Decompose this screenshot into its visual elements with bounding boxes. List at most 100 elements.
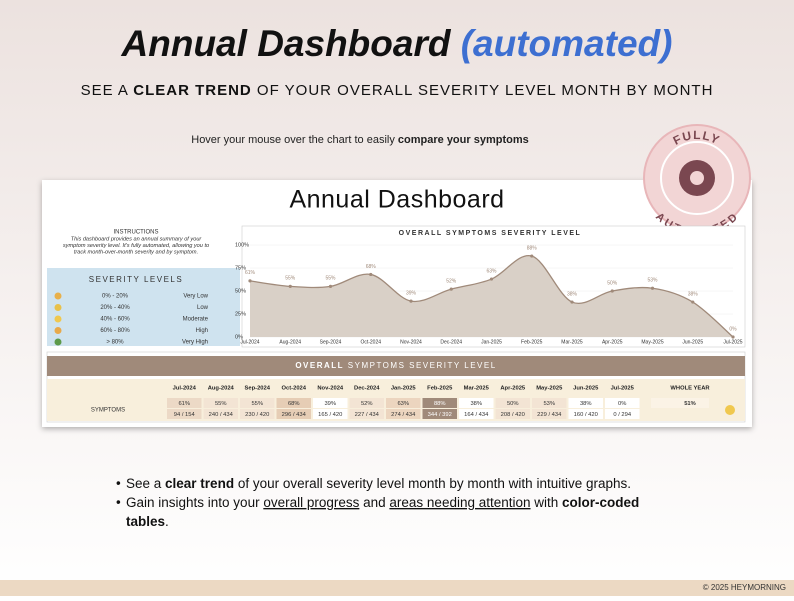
percent: 50% — [507, 401, 519, 407]
subtitle-part: SEE A — [81, 82, 134, 99]
fraction: 229 / 434 — [537, 412, 562, 418]
x-tick-label: Jan-2025 — [481, 339, 502, 345]
value-label: 38% — [688, 291, 699, 297]
percent: 0% — [618, 401, 626, 407]
percent: 38% — [470, 401, 482, 407]
y-tick-label: 100% — [235, 242, 249, 248]
instructions-line: This dashboard provides an annual summar… — [71, 236, 203, 242]
table-title: OVERALL SYMPTOMS SEVERITY LEVEL — [295, 361, 496, 370]
percent-cell — [459, 398, 494, 408]
fraction: 165 / 420 — [318, 412, 342, 418]
column-header: Sep-2024 — [245, 386, 271, 392]
point — [650, 286, 655, 290]
fraction: 227 / 434 — [355, 412, 380, 418]
severity-title: SEVERITY LEVELS — [89, 275, 183, 284]
percent-cell — [605, 398, 640, 408]
column-header: Aug-2024 — [208, 386, 235, 392]
fraction-cell — [203, 409, 238, 419]
bullet-mark: • — [116, 495, 121, 510]
fraction: 296 / 434 — [282, 412, 307, 418]
point — [328, 284, 333, 288]
percent-cell — [276, 398, 311, 408]
value-label: 61% — [245, 270, 256, 276]
fraction-cell — [605, 409, 640, 419]
point — [610, 289, 614, 293]
value-label: 68% — [366, 264, 377, 270]
severity-label: High — [196, 328, 208, 334]
percent-cell — [167, 398, 202, 408]
value-label: 0% — [729, 326, 737, 332]
subtitle-part: OF YOUR OVERALL SEVERITY LEVEL MONTH BY … — [252, 82, 714, 99]
fraction-cell — [313, 409, 348, 419]
percent-cell — [532, 398, 567, 408]
severity-label: Moderate — [183, 317, 209, 323]
severity-label: Low — [197, 305, 209, 311]
column-header: Feb-2025 — [427, 386, 453, 392]
instructions-line: track month-over-month severity and by s… — [74, 249, 198, 255]
column-header: Oct-2024 — [282, 386, 307, 392]
hover-note: Hover your mouse over the chart to easil… — [191, 134, 528, 146]
percent-cell — [495, 398, 530, 408]
badge-top: FULLY — [671, 128, 723, 148]
percent-cell — [386, 398, 421, 408]
fraction: 240 / 434 — [209, 412, 234, 418]
severity-label: Very Low — [183, 294, 208, 300]
fraction-cell — [386, 409, 421, 419]
point — [449, 287, 453, 291]
bullet-part: and — [359, 495, 389, 510]
point — [570, 300, 574, 304]
percent-cell — [203, 398, 238, 408]
x-tick-label: Sep-2024 — [320, 339, 342, 345]
bullet-part: overall progress — [263, 495, 359, 510]
bullet-part: of your overall severity level month by … — [234, 476, 631, 491]
emoji — [725, 405, 735, 415]
column-header: Jan-2025 — [391, 386, 417, 392]
value-label: 39% — [406, 290, 417, 296]
fraction: 230 / 420 — [245, 412, 269, 418]
value-label: 63% — [486, 268, 497, 274]
percent-cell — [240, 398, 275, 408]
bullets: • See a clear trend of your overall seve… — [116, 476, 639, 529]
point — [248, 279, 252, 283]
dashboard-title: Annual Dashboard — [289, 186, 504, 214]
percent: 88% — [434, 401, 446, 407]
fraction: 164 / 434 — [464, 412, 489, 418]
severity-range: > 80% — [106, 340, 124, 346]
point — [369, 272, 373, 277]
fraction-cell — [276, 409, 311, 419]
bullet-part: color-coded — [562, 495, 639, 510]
severity-emoji — [54, 315, 62, 323]
note-part: compare your symptoms — [398, 134, 529, 146]
bullet-part: areas needing attention — [389, 495, 530, 510]
chart: 0% 25% 50% 75% 100% 61% 55% 55% 68% 39% 52% 63% 88% 3… — [235, 242, 743, 345]
severity-rows: 0% - 20% Very Low 20% - 40% Low 40% - 60% Mod… — [54, 292, 209, 346]
x-tick-label: Apr-2025 — [602, 339, 623, 345]
value-label: 53% — [647, 278, 658, 284]
instructions-heading: INSTRUCTIONS — [114, 230, 159, 236]
value-label: 50% — [607, 280, 618, 286]
bullet-part: Gain insights into your — [126, 495, 263, 510]
percent: 68% — [288, 401, 300, 407]
column-header: Apr-2025 — [500, 386, 526, 392]
table-title-part: SYMPTOMS SEVERITY LEVEL — [344, 361, 497, 370]
column-header: Jun-2025 — [573, 386, 599, 392]
subtitle: SEE A CLEAR TREND OF YOUR OVERALL SEVERI… — [81, 82, 714, 99]
percent-cell — [422, 398, 457, 408]
point — [288, 284, 292, 288]
x-tick-label: Jul-2025 — [723, 339, 742, 345]
column-header: Nov-2024 — [317, 386, 344, 392]
column-header: WHOLE YEAR — [670, 386, 710, 392]
fraction-cell — [459, 409, 494, 419]
gear-hole — [690, 171, 704, 185]
x-tick-label: May-2025 — [641, 339, 663, 345]
value-label: 55% — [325, 276, 336, 282]
instructions-line: symptom severity level. It's fully autom… — [63, 243, 209, 249]
fraction-cell — [495, 409, 530, 419]
percent: 55% — [215, 401, 227, 407]
severity-emoji — [54, 304, 62, 311]
fraction: 208 / 420 — [501, 412, 525, 418]
bullet-part: . — [165, 514, 169, 529]
point — [691, 300, 695, 304]
point — [530, 254, 534, 258]
